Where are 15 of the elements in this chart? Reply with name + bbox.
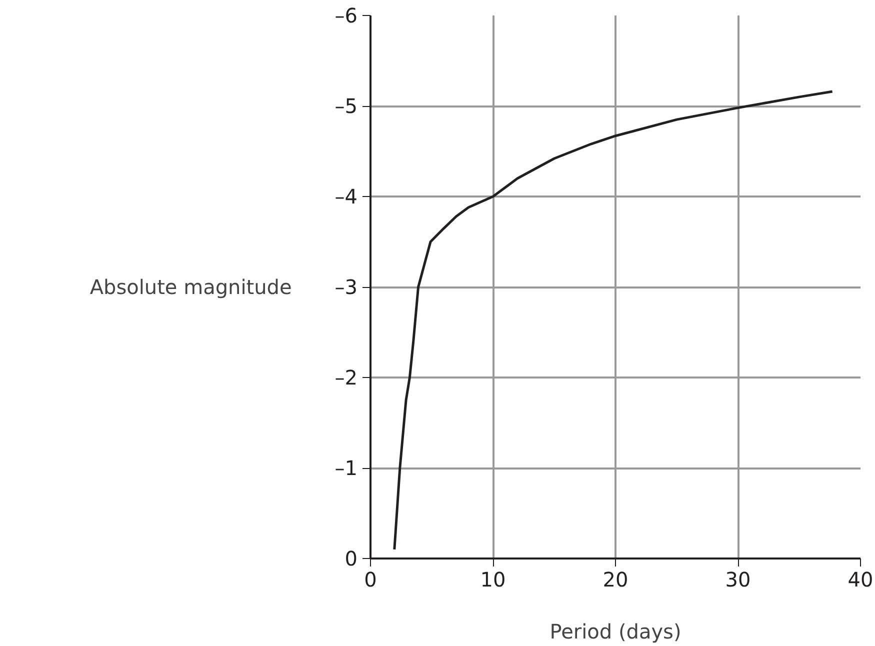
y-axis-title: Absolute magnitude bbox=[90, 275, 292, 299]
y-tick-label: –1 bbox=[334, 456, 358, 480]
line-series bbox=[393, 90, 834, 551]
x-tick-label: 40 bbox=[848, 568, 874, 592]
y-tick-label: –2 bbox=[334, 366, 358, 390]
y-tick-label: –6 bbox=[334, 4, 358, 28]
y-tick-label: –4 bbox=[334, 184, 358, 208]
x-tick-label: 10 bbox=[480, 568, 506, 592]
y-tick-label: –3 bbox=[334, 275, 358, 299]
x-axis-title: Period (days) bbox=[550, 620, 682, 644]
x-tick-label: 30 bbox=[725, 568, 751, 592]
x-tick-label: 0 bbox=[364, 568, 377, 592]
y-tick-label: –5 bbox=[334, 94, 358, 118]
y-tick-label: 0 bbox=[344, 546, 358, 570]
x-tick-label: 20 bbox=[602, 568, 628, 592]
